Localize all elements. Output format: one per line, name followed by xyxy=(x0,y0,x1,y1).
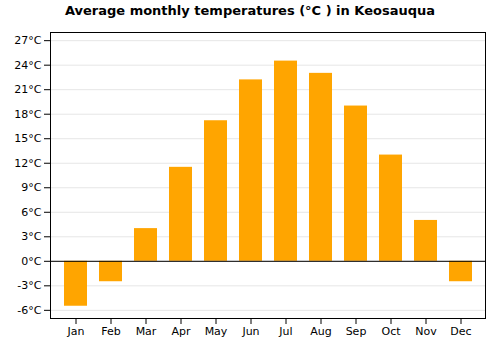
svg-text:Jul: Jul xyxy=(278,325,292,338)
svg-text:12°C: 12°C xyxy=(14,157,41,170)
svg-text:Aug: Aug xyxy=(310,325,331,338)
svg-text:15°C: 15°C xyxy=(14,132,41,145)
svg-text:Nov: Nov xyxy=(415,325,437,338)
html-text:Average monthly temperatures (: Average monthly temperatures (°C ) in Ke… xyxy=(64,3,436,18)
svg-text:18°C: 18°C xyxy=(14,108,41,121)
svg-text:21°C: 21°C xyxy=(14,83,41,96)
svg-text:6°C: 6°C xyxy=(21,206,41,219)
svg-text:0°C: 0°C xyxy=(21,255,41,268)
svg-text:9°C: 9°C xyxy=(21,181,41,194)
svg-text:27°C: 27°C xyxy=(14,34,41,47)
svg-text:Jun: Jun xyxy=(241,325,259,338)
svg-text:-3°C: -3°C xyxy=(17,279,41,292)
svg-text:Feb: Feb xyxy=(101,325,120,338)
svg-text:-6°C: -6°C xyxy=(17,304,41,317)
svg-text:24°C: 24°C xyxy=(14,59,41,72)
svg-text:Apr: Apr xyxy=(171,325,191,338)
svg-text:Mar: Mar xyxy=(136,325,157,338)
svg-text:Jan: Jan xyxy=(67,325,85,338)
svg-text:Oct: Oct xyxy=(381,325,401,338)
svg-text:May: May xyxy=(205,325,228,338)
svg-text:Dec: Dec xyxy=(450,325,471,338)
svg-text:Sep: Sep xyxy=(346,325,367,338)
svg-text:3°C: 3°C xyxy=(21,230,41,243)
